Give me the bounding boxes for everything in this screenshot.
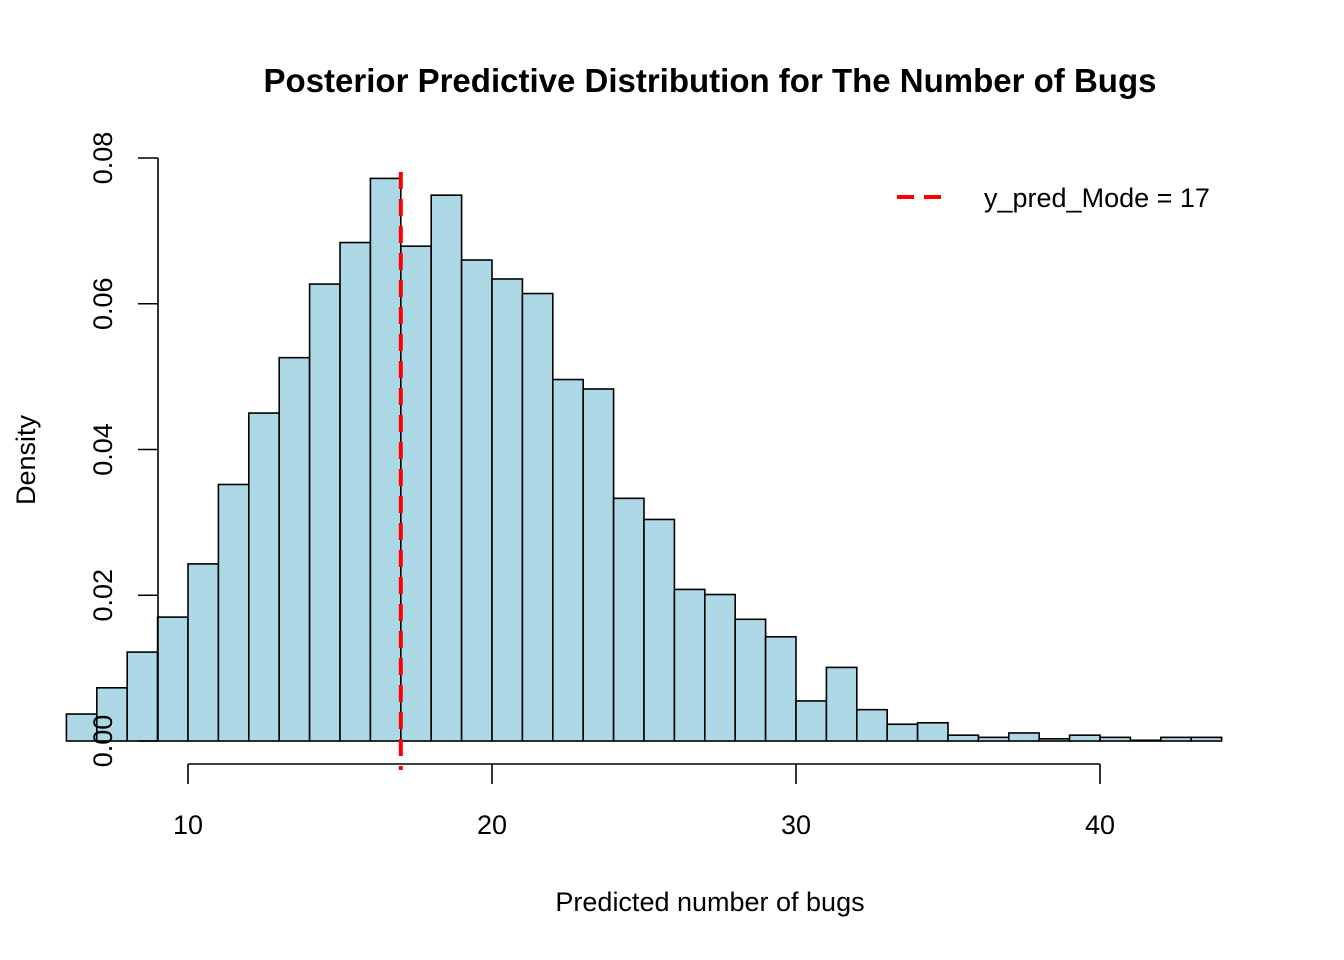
y-tick-label-0: 0.00 <box>88 715 118 768</box>
y-tick-label-4: 0.08 <box>88 132 118 185</box>
histogram-bar-20 <box>673 588 706 742</box>
histogram-bar-6 <box>248 412 281 742</box>
histogram-bar-12 <box>430 194 463 742</box>
histogram-bar-16 <box>551 378 584 742</box>
histogram-bar-32 <box>1038 738 1071 742</box>
histogram-bar-15 <box>521 292 554 742</box>
histogram-bar-23 <box>764 635 797 742</box>
histogram-bar-22 <box>734 618 767 742</box>
x-axis: 10 20 30 40 <box>173 763 1115 840</box>
x-tick-label-3: 40 <box>1085 810 1115 840</box>
histogram-bar-37 <box>1190 736 1223 742</box>
y-tick-label-3: 0.06 <box>88 277 118 330</box>
histogram-bar-5 <box>217 483 250 742</box>
histogram-bar-26 <box>855 708 888 742</box>
y-axis-label: Density <box>11 414 41 505</box>
histogram-bar-19 <box>643 518 676 742</box>
histogram-bar-29 <box>947 734 980 742</box>
histogram-bar-11 <box>399 245 432 742</box>
histogram-bar-7 <box>278 356 311 742</box>
histogram-bar-25 <box>825 666 858 742</box>
histogram-bar-34 <box>1099 736 1132 742</box>
histogram-bar-8 <box>308 283 341 742</box>
histogram-bar-9 <box>339 241 372 742</box>
x-tick-label-1: 20 <box>477 810 507 840</box>
x-axis-label: Predicted number of bugs <box>555 887 864 917</box>
histogram-bar-35 <box>1129 739 1162 742</box>
histogram-bars <box>65 177 1223 742</box>
histogram-bar-17 <box>582 388 615 742</box>
histogram-bar-4 <box>187 563 220 742</box>
histogram-bar-14 <box>491 278 524 742</box>
histogram-bar-13 <box>460 259 493 742</box>
legend: y_pred_Mode = 17 <box>897 183 1210 213</box>
histogram-bar-28 <box>916 721 949 742</box>
histogram-bar-31 <box>1007 732 1040 742</box>
histogram-bar-2 <box>126 651 159 742</box>
histogram-bar-10 <box>369 177 402 742</box>
y-axis: 0.00 0.02 0.04 0.06 0.08 <box>88 132 159 768</box>
y-tick-label-1: 0.02 <box>88 569 118 622</box>
histogram-bar-1 <box>96 686 129 742</box>
y-tick-label-2: 0.04 <box>88 423 118 476</box>
histogram-bar-33 <box>1068 734 1101 742</box>
histogram-bar-27 <box>886 723 919 742</box>
chart-title: Posterior Predictive Distribution for Th… <box>264 62 1157 99</box>
histogram-bar-21 <box>703 593 736 742</box>
histogram-bar-18 <box>612 497 645 742</box>
x-tick-label-0: 10 <box>173 810 203 840</box>
histogram-bar-0 <box>65 713 98 742</box>
x-tick-label-2: 30 <box>781 810 811 840</box>
histogram-bar-36 <box>1160 736 1193 742</box>
histogram-bar-24 <box>795 700 828 742</box>
histogram-bar-30 <box>977 736 1010 742</box>
histogram-bar-3 <box>156 616 189 742</box>
legend-label: y_pred_Mode = 17 <box>984 183 1210 213</box>
